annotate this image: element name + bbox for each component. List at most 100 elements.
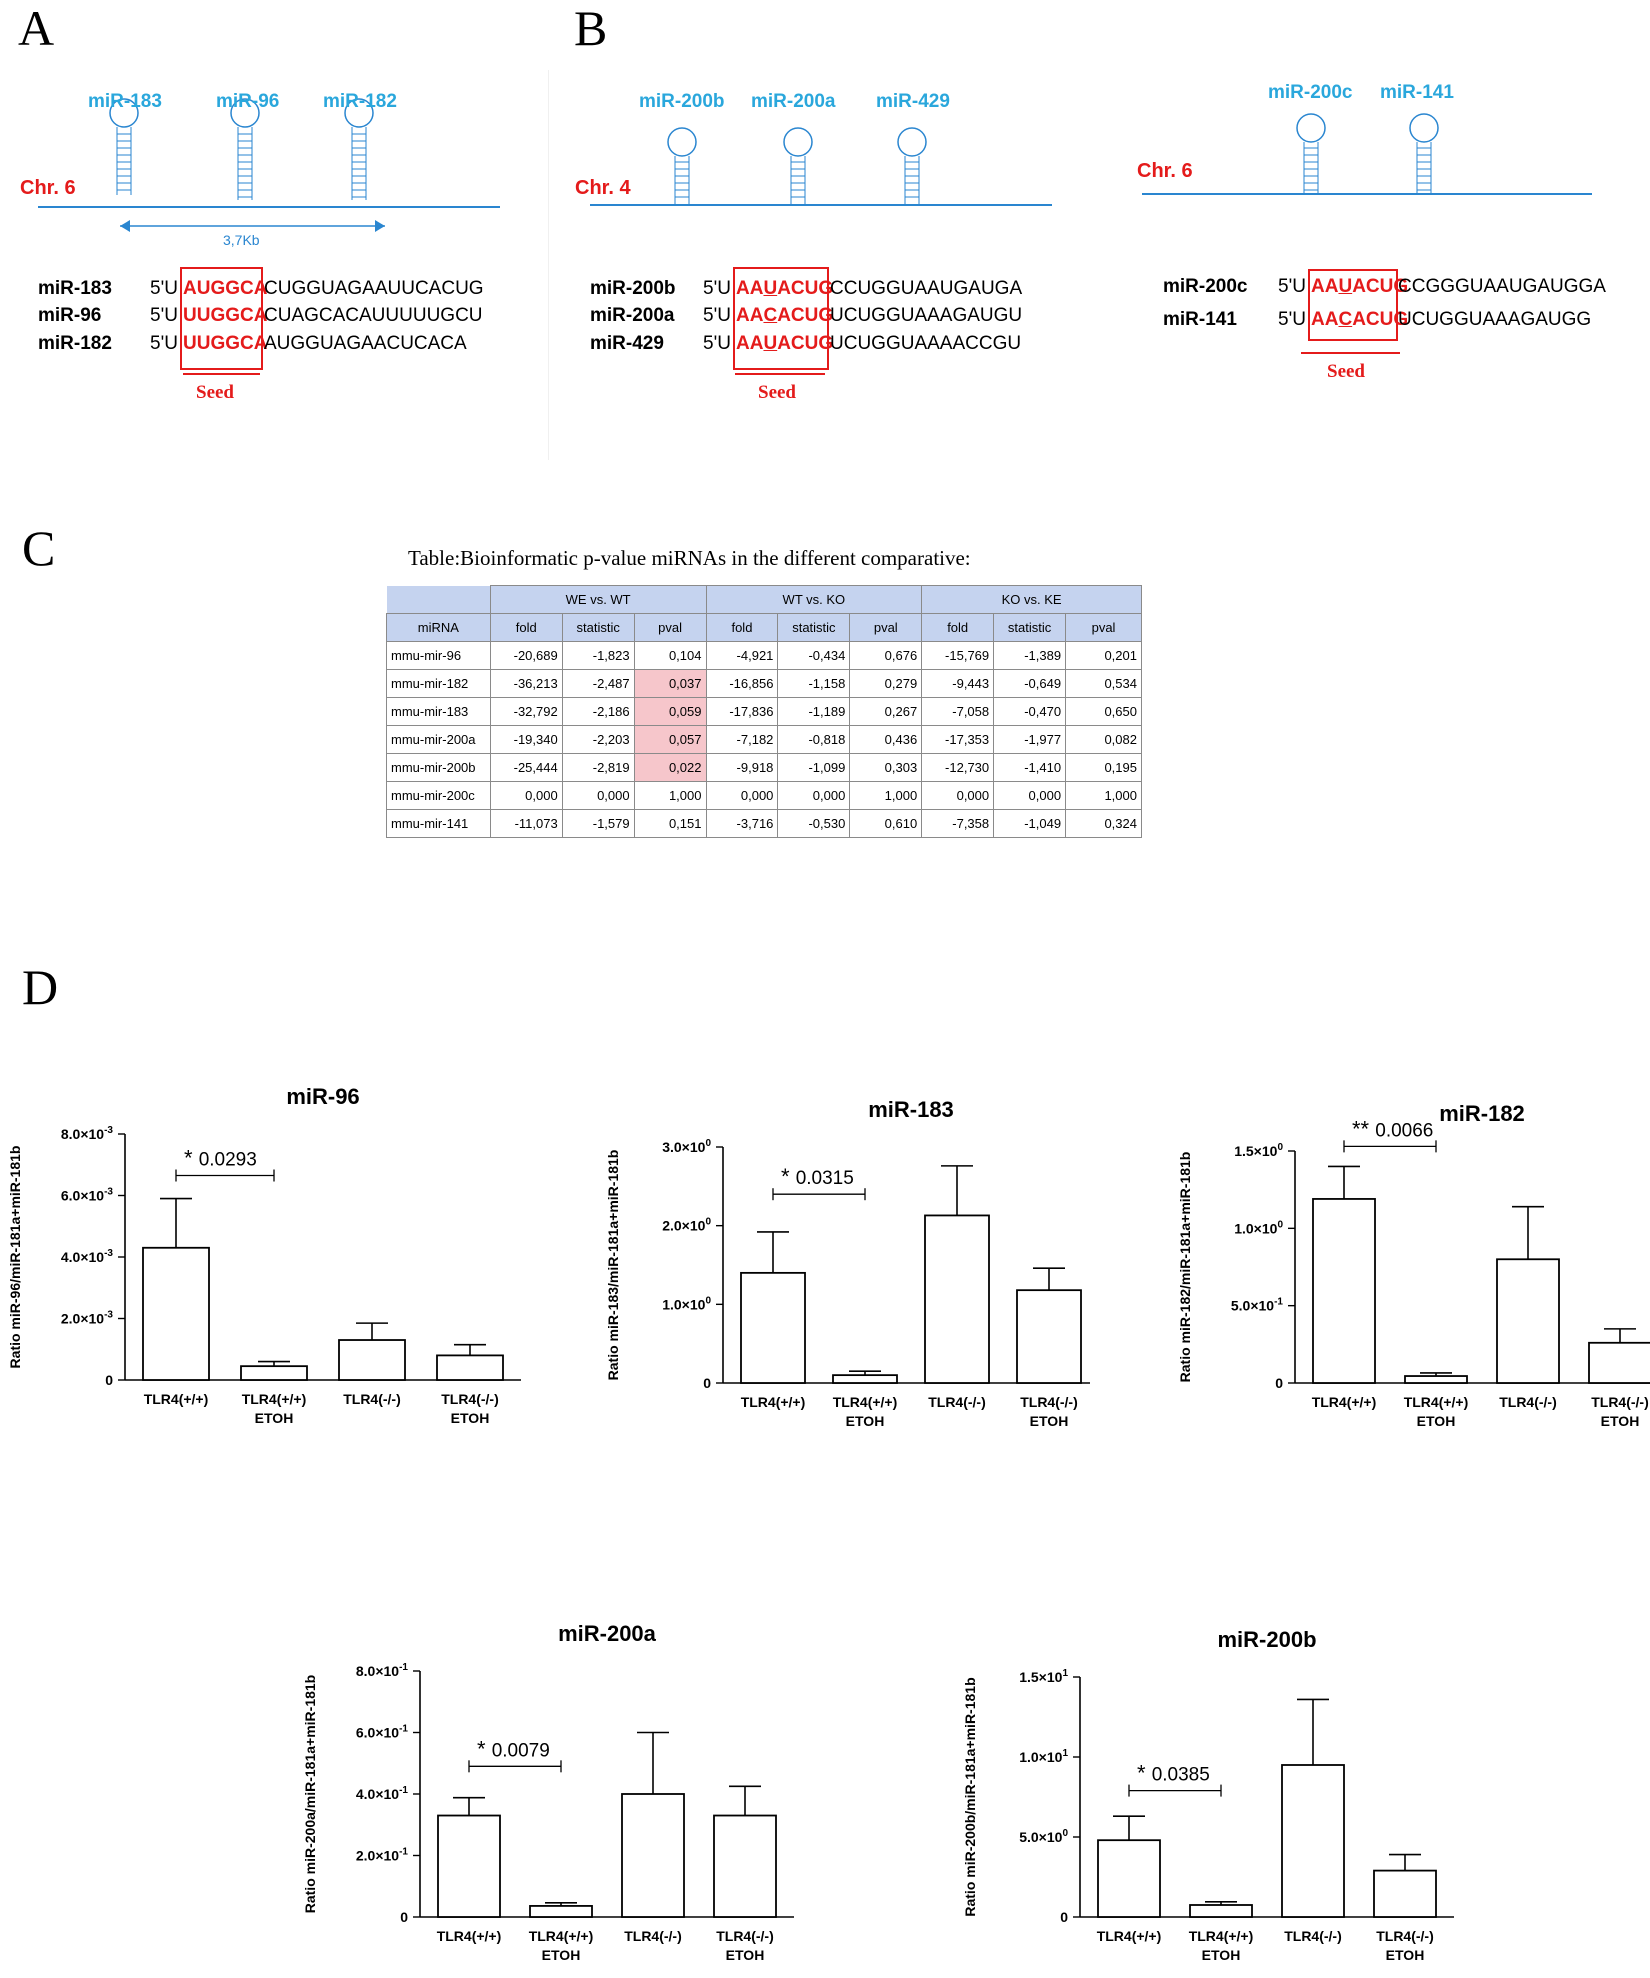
hairpin-icon [667, 127, 697, 204]
mirna-label: miR-429 [876, 91, 950, 112]
y-tick-label: 2.0×100 [662, 1217, 711, 1234]
chart-title: miR-200b [1217, 1627, 1316, 1652]
panel-label-d: D [22, 959, 59, 1015]
y-tick-label: 1.0×101 [1019, 1748, 1068, 1765]
bar [713, 1814, 777, 1918]
y-tick-label: 1.5×101 [1019, 1668, 1068, 1685]
seed-underline [735, 373, 825, 375]
panel-a-chromosome [38, 195, 500, 232]
table-row: mmu-mir-200b -25,444 -2,819 0,022 -9,918 -1,0… [386, 753, 1142, 782]
bar [529, 1905, 593, 1918]
mirna-label: miR-200c [1268, 82, 1353, 103]
y-tick-label: 8.0×10-1 [356, 1662, 409, 1679]
chart-title: miR-183 [868, 1097, 954, 1122]
x-tick-label: TLR4(-/-) [1376, 1928, 1434, 1944]
panel-label-a: A [18, 0, 55, 56]
panel-a-cluster-diagram [109, 98, 374, 200]
x-tick-label: ETOH [726, 1947, 765, 1963]
hairpin-icon [783, 127, 813, 204]
y-tick-label: 6.0×10-3 [61, 1187, 114, 1204]
y-tick-label: 4.0×10-3 [61, 1248, 114, 1265]
bar [338, 1339, 406, 1381]
y-tick-label: 0 [105, 1372, 113, 1388]
highlighted-pval: 0,059 [633, 697, 707, 726]
hairpin-icon [1296, 113, 1326, 194]
bar [1373, 1869, 1437, 1918]
y-tick-label: 2.0×10-3 [61, 1310, 114, 1327]
chromosome-label: Chr. 6 [1137, 160, 1193, 182]
chart-mir-182: miR-182 Ratio miR-182/miR-181a+miR-181b 0 5… [1177, 1101, 1650, 1429]
x-tick-label: TLR4(+/+) [1189, 1928, 1254, 1944]
x-tick-label: TLR4(+/+) [833, 1394, 898, 1410]
highlighted-pval: 0,037 [633, 669, 707, 698]
bar [142, 1246, 210, 1381]
x-tick-label: TLR4(-/-) [343, 1391, 401, 1407]
table-row: mmu-mir-96 -20,689 -1,823 0,104 -4,921 -0,434… [386, 641, 1142, 670]
x-tick-label: TLR4(-/-) [1499, 1394, 1557, 1410]
table-row: mmu-mir-182 -36,213 -2,487 0,037 -16,856 -1,1… [386, 669, 1142, 698]
chart-title: miR-182 [1439, 1101, 1525, 1126]
chart-mir-200a: miR-200a Ratio miR-200a/miR-181a+miR-181b… [302, 1621, 794, 1963]
x-tick-label: ETOH [1386, 1947, 1425, 1963]
bar [437, 1814, 501, 1918]
panel-label-c: C [22, 520, 56, 576]
y-tick-label: 8.0×10-3 [61, 1125, 114, 1142]
mirna-label: miR-200b [639, 91, 725, 112]
x-tick-label: ETOH [1417, 1413, 1456, 1429]
x-tick-label: TLR4(-/-) [624, 1928, 682, 1944]
seed-box [733, 267, 829, 370]
x-tick-label: TLR4(+/+) [242, 1391, 307, 1407]
hairpin-icon [109, 98, 139, 200]
bar [1189, 1904, 1253, 1918]
seed-underline [183, 373, 260, 375]
y-tick-label: 1.0×100 [1234, 1219, 1283, 1236]
x-tick-label: TLR4(+/+) [1312, 1394, 1377, 1410]
seed-label: Seed [758, 382, 796, 403]
x-tick-label: TLR4(+/+) [144, 1391, 209, 1407]
x-tick-label: TLR4(+/+) [437, 1928, 502, 1944]
y-tick-label: 6.0×10-1 [356, 1724, 409, 1741]
y-tick-label: 0 [1275, 1375, 1283, 1391]
y-tick-label: 5.0×10-1 [1231, 1297, 1284, 1314]
x-tick-label: ETOH [542, 1947, 581, 1963]
bar [1404, 1375, 1468, 1384]
table-row: mmu-mir-183 -32,792 -2,186 0,059 -17,836 -1,1… [386, 697, 1142, 726]
bar [1312, 1198, 1376, 1384]
hairpin-icon [897, 127, 927, 204]
seed-label: Seed [196, 382, 234, 403]
y-tick-label: 1.5×100 [1234, 1142, 1283, 1159]
y-tick-label: 0 [703, 1375, 711, 1391]
y-tick-label: 0 [400, 1909, 408, 1925]
y-tick-label: 0 [1060, 1909, 1068, 1925]
bar [240, 1365, 308, 1381]
significance-label: * 0.0315 [781, 1164, 854, 1189]
seed-box [180, 267, 263, 370]
x-tick-label: TLR4(+/+) [1097, 1928, 1162, 1944]
highlighted-pval: 0,022 [633, 753, 707, 782]
mirna-label: miR-182 [323, 91, 397, 112]
y-tick-label: 4.0×10-1 [356, 1785, 409, 1802]
y-tick-label: 5.0×100 [1019, 1828, 1068, 1845]
highlighted-pval: 0,057 [633, 725, 707, 754]
x-tick-label: TLR4(-/-) [1020, 1394, 1078, 1410]
bar [1281, 1764, 1345, 1918]
table-group-header: WE vs. WT WT vs. KO KO vs. KE [386, 585, 1142, 614]
table-row: mmu-mir-141 -11,073 -1,579 0,151 -3,716 -0,53… [386, 809, 1142, 838]
distance-label: 3,7Kb [223, 232, 260, 248]
y-axis-label: Ratio miR-183/miR-181a+miR-181b [605, 1150, 621, 1381]
x-tick-label: TLR4(-/-) [928, 1394, 986, 1410]
x-tick-label: TLR4(-/-) [1284, 1928, 1342, 1944]
bar [1016, 1289, 1082, 1384]
y-axis-label: Ratio miR-96/miR-181a+miR-181b [7, 1146, 23, 1369]
hairpin-icon [1409, 113, 1439, 194]
seed-label: Seed [1327, 361, 1365, 382]
chart-mir-183: miR-183 Ratio miR-183/miR-181a+miR-181b 0 1… [605, 1097, 1090, 1429]
panel-b2-cluster-diagram [1142, 113, 1592, 195]
chart-title: miR-200a [558, 1621, 657, 1646]
x-tick-label: ETOH [1202, 1947, 1241, 1963]
y-axis-label: Ratio miR-182/miR-181a+miR-181b [1177, 1152, 1193, 1383]
pvalue-table: WE vs. WT WT vs. KO KO vs. KE miRNA fold s… [386, 585, 1142, 838]
panel-b1-cluster-diagram [590, 127, 1052, 206]
x-tick-label: TLR4(+/+) [1404, 1394, 1469, 1410]
hairpin-icon [344, 98, 374, 200]
